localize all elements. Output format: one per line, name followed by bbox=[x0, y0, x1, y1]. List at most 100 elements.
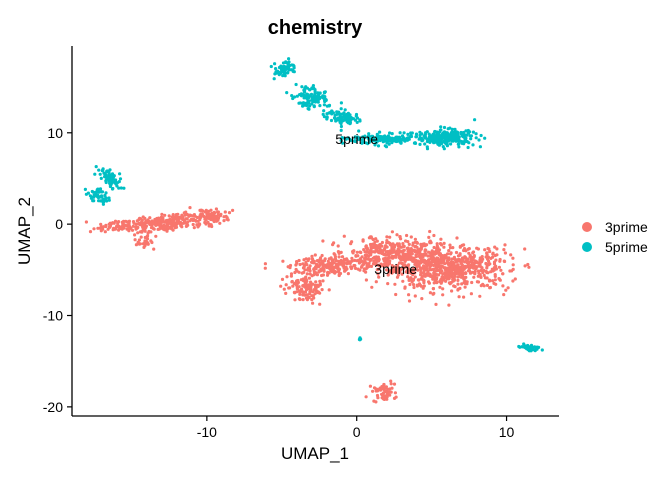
point bbox=[350, 240, 354, 244]
point bbox=[513, 277, 517, 281]
point bbox=[443, 138, 447, 142]
point bbox=[377, 245, 382, 249]
point bbox=[375, 132, 379, 136]
point bbox=[448, 243, 452, 247]
point bbox=[493, 278, 497, 282]
point bbox=[523, 247, 527, 251]
point bbox=[362, 267, 366, 271]
point bbox=[147, 229, 151, 234]
point bbox=[386, 387, 390, 391]
point bbox=[175, 221, 180, 226]
point bbox=[502, 248, 506, 252]
point bbox=[360, 259, 364, 263]
cluster-5prime-6 bbox=[83, 187, 111, 206]
point bbox=[374, 400, 378, 404]
point bbox=[466, 131, 471, 135]
point bbox=[390, 264, 394, 268]
point bbox=[342, 266, 346, 270]
point bbox=[180, 225, 184, 229]
point bbox=[394, 395, 398, 399]
point bbox=[450, 127, 455, 131]
point bbox=[302, 265, 306, 269]
point bbox=[370, 285, 374, 289]
point bbox=[393, 391, 397, 395]
cluster-label-5prime: 5prime bbox=[335, 131, 378, 147]
point bbox=[362, 135, 367, 140]
point bbox=[522, 342, 526, 346]
point bbox=[413, 141, 417, 145]
point bbox=[98, 195, 102, 199]
point bbox=[438, 269, 442, 273]
point bbox=[384, 385, 388, 389]
point bbox=[458, 286, 462, 290]
cluster-3prime-2 bbox=[133, 229, 158, 251]
point bbox=[464, 275, 468, 279]
point bbox=[474, 136, 478, 140]
point bbox=[292, 290, 296, 294]
point bbox=[104, 224, 108, 229]
point bbox=[199, 215, 203, 220]
point bbox=[89, 196, 93, 200]
cluster-5prime-1 bbox=[285, 82, 343, 113]
point bbox=[479, 284, 483, 288]
point bbox=[420, 266, 424, 270]
point bbox=[171, 219, 175, 224]
point bbox=[340, 115, 344, 119]
point bbox=[318, 282, 322, 286]
point bbox=[460, 282, 464, 286]
point bbox=[139, 235, 143, 239]
point bbox=[503, 243, 507, 247]
point bbox=[104, 196, 108, 200]
point bbox=[501, 272, 505, 276]
point bbox=[380, 396, 384, 400]
point bbox=[469, 137, 473, 141]
point bbox=[438, 285, 442, 289]
point bbox=[211, 215, 215, 219]
point bbox=[88, 230, 93, 234]
point bbox=[495, 247, 499, 251]
point bbox=[471, 130, 475, 134]
point bbox=[289, 274, 293, 278]
point bbox=[137, 221, 141, 225]
point bbox=[432, 245, 436, 250]
point bbox=[351, 250, 355, 254]
point bbox=[511, 267, 515, 271]
point bbox=[301, 290, 305, 294]
point bbox=[401, 263, 405, 267]
point bbox=[409, 131, 413, 135]
point bbox=[424, 265, 428, 270]
point bbox=[488, 249, 492, 254]
point bbox=[410, 252, 414, 256]
point bbox=[456, 282, 460, 286]
point bbox=[314, 285, 318, 289]
point bbox=[422, 264, 426, 268]
point bbox=[445, 269, 449, 273]
chart-title: chemistry bbox=[268, 17, 363, 39]
point bbox=[447, 249, 451, 253]
point bbox=[395, 275, 400, 279]
point bbox=[218, 221, 222, 225]
point bbox=[407, 299, 412, 303]
y-axis-title: UMAP_2 bbox=[15, 197, 34, 265]
point bbox=[451, 138, 455, 142]
point bbox=[511, 256, 515, 260]
point bbox=[388, 235, 392, 239]
point bbox=[449, 280, 453, 285]
point bbox=[418, 133, 422, 137]
point bbox=[162, 223, 166, 227]
point bbox=[301, 104, 305, 108]
point bbox=[130, 228, 135, 232]
point bbox=[165, 218, 169, 222]
point bbox=[457, 145, 461, 149]
point bbox=[133, 233, 137, 237]
point bbox=[306, 107, 310, 111]
point bbox=[365, 246, 369, 250]
point bbox=[384, 253, 388, 257]
point bbox=[326, 259, 330, 263]
point bbox=[404, 137, 408, 141]
point bbox=[290, 94, 294, 98]
point bbox=[288, 266, 292, 270]
point bbox=[287, 286, 291, 290]
cluster-5prime-0 bbox=[269, 57, 296, 81]
point bbox=[425, 139, 429, 144]
